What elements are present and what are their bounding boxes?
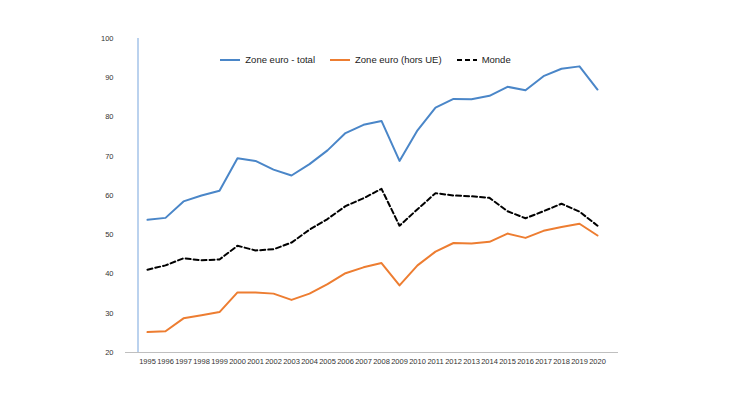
svg-text:2002: 2002 [265,357,282,366]
html-text:Zone euro (hors UE): Zone euro (hors UE) [355,54,442,65]
svg-text:2001: 2001 [247,357,264,366]
svg-text:2018: 2018 [553,357,570,366]
svg-text:90: 90 [105,73,113,82]
svg-text:2010: 2010 [409,357,426,366]
svg-text:1997: 1997 [175,357,192,366]
svg-text:50: 50 [105,230,113,239]
svg-text:30: 30 [105,309,113,318]
svg-text:2004: 2004 [301,357,318,366]
svg-text:2005: 2005 [319,357,336,366]
svg-text:2012: 2012 [445,357,462,366]
svg-text:1996: 1996 [157,357,174,366]
svg-text:2003: 2003 [283,357,300,366]
svg-text:2015: 2015 [499,357,516,366]
svg-text:1995: 1995 [139,357,156,366]
svg-text:70: 70 [105,152,113,161]
svg-text:2011: 2011 [427,357,443,366]
svg-text:2016: 2016 [517,357,534,366]
svg-text:1999: 1999 [211,357,228,366]
svg-text:2007: 2007 [355,357,372,366]
svg-text:2009: 2009 [391,357,408,366]
svg-text:2017: 2017 [535,357,552,366]
svg-text:2008: 2008 [373,357,390,366]
svg-text:2000: 2000 [229,357,246,366]
svg-text:1998: 1998 [193,357,210,366]
svg-text:2019: 2019 [571,357,588,366]
svg-text:100: 100 [101,34,114,43]
svg-text:2020: 2020 [589,357,606,366]
svg-text:2013: 2013 [463,357,480,366]
svg-text:80: 80 [105,112,113,121]
svg-text:2014: 2014 [481,357,498,366]
html-text:Monde: Monde [481,54,511,65]
svg-text:2006: 2006 [337,357,354,366]
svg-text:60: 60 [105,191,113,200]
svg-text:40: 40 [105,269,113,278]
html-text:Zone euro - total: Zone euro - total [245,54,315,65]
svg-text:20: 20 [105,348,113,357]
